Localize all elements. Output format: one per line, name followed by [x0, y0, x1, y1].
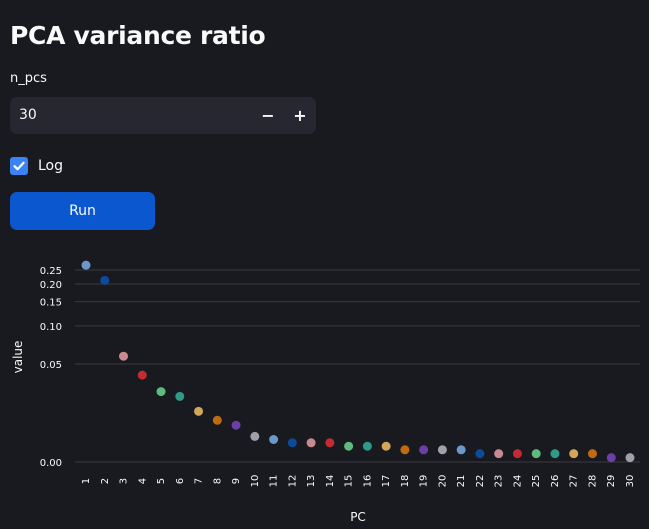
y-tick-label: 0.20 — [40, 280, 62, 291]
n-pcs-input[interactable] — [19, 97, 239, 134]
x-tick-label: 4 — [137, 478, 148, 484]
x-tick-label: 9 — [231, 478, 242, 484]
x-axis-ticks: 1 2 3 4 5 6 7 8 9 10 11 12 13 14 15 16 17 18 19 20 21 22 23 24 2… — [81, 475, 636, 488]
data-point — [381, 441, 391, 451]
checkbox-checked-icon[interactable] — [10, 157, 28, 175]
data-point — [325, 438, 335, 448]
run-button[interactable]: Run — [10, 192, 155, 230]
x-tick-label: 30 — [625, 475, 636, 488]
x-tick-label: 23 — [494, 475, 505, 488]
data-point — [550, 449, 560, 459]
data-point — [419, 445, 429, 455]
data-point — [231, 420, 241, 430]
x-tick-label: 16 — [362, 475, 373, 488]
x-tick-label: 22 — [475, 475, 486, 488]
x-tick-label: 18 — [400, 475, 411, 488]
data-point — [531, 449, 541, 459]
x-axis-label: PC — [350, 510, 366, 524]
x-tick-label: 6 — [175, 478, 186, 484]
decrement-button[interactable]: − — [261, 106, 275, 125]
data-point — [456, 445, 466, 455]
n-pcs-number-input: − + — [10, 97, 316, 134]
data-point — [475, 449, 485, 459]
increment-button[interactable]: + — [293, 106, 307, 125]
x-tick-label: 21 — [456, 475, 467, 488]
data-point — [212, 415, 222, 425]
y-tick-label: 0.25 — [40, 266, 62, 277]
page-title: PCA variance ratio — [10, 21, 266, 50]
data-point — [400, 445, 410, 455]
y-tick-label: 0.10 — [40, 322, 62, 333]
x-tick-label: 2 — [100, 478, 111, 484]
data-point — [269, 435, 279, 445]
x-tick-label: 10 — [250, 475, 261, 488]
x-tick-label: 13 — [306, 475, 317, 488]
data-point — [100, 275, 110, 285]
log-checkbox-label: Log — [38, 158, 64, 174]
x-tick-label: 17 — [381, 475, 392, 488]
check-icon — [13, 161, 25, 171]
data-point — [287, 438, 297, 448]
x-tick-label: 1 — [81, 478, 92, 484]
x-tick-label: 20 — [437, 475, 448, 488]
data-point — [156, 387, 166, 397]
log-checkbox[interactable]: Log — [10, 155, 63, 177]
data-point — [137, 370, 147, 380]
x-tick-label: 29 — [606, 475, 617, 488]
x-tick-label: 24 — [512, 475, 523, 488]
x-tick-label: 14 — [325, 475, 336, 488]
data-point — [250, 431, 260, 441]
data-point — [437, 445, 447, 455]
pca-variance-chart: 0.000.050.100.150.200.25 1 2 3 4 5 6 7 8 9 10 11 12… — [11, 260, 640, 524]
x-tick-label: 3 — [119, 478, 130, 484]
data-point — [119, 351, 129, 361]
x-tick-label: 11 — [269, 475, 280, 488]
x-tick-label: 27 — [569, 475, 580, 488]
x-tick-label: 15 — [344, 475, 355, 488]
data-point — [362, 441, 372, 451]
y-axis-ticks: 0.00 0.05 0.10 0.15 0.20 0.25 — [40, 266, 62, 469]
y-tick-label: 0.05 — [40, 360, 62, 371]
x-tick-label: 28 — [587, 475, 598, 488]
x-tick-label: 7 — [194, 478, 205, 484]
data-point — [344, 441, 354, 451]
x-tick-label: 8 — [212, 478, 223, 484]
y-tick-label: 0.00 — [40, 458, 62, 469]
data-point — [81, 260, 91, 270]
data-point — [175, 391, 185, 401]
data-point — [306, 438, 316, 448]
x-tick-label: 12 — [287, 475, 298, 488]
chart-points — [81, 260, 635, 463]
n-pcs-label: n_pcs — [10, 71, 47, 86]
x-tick-label: 26 — [550, 475, 561, 488]
data-point — [512, 449, 522, 459]
data-point — [606, 453, 616, 463]
data-point — [587, 449, 597, 459]
data-point — [194, 406, 204, 416]
data-point — [625, 453, 635, 463]
y-axis-label: value — [11, 341, 25, 374]
data-point — [494, 449, 504, 459]
y-tick-label: 0.15 — [40, 298, 62, 309]
data-point — [569, 449, 579, 459]
x-tick-label: 5 — [156, 478, 167, 484]
chart-gridlines — [75, 269, 640, 463]
x-tick-label: 25 — [531, 475, 542, 488]
x-tick-label: 19 — [419, 475, 430, 488]
